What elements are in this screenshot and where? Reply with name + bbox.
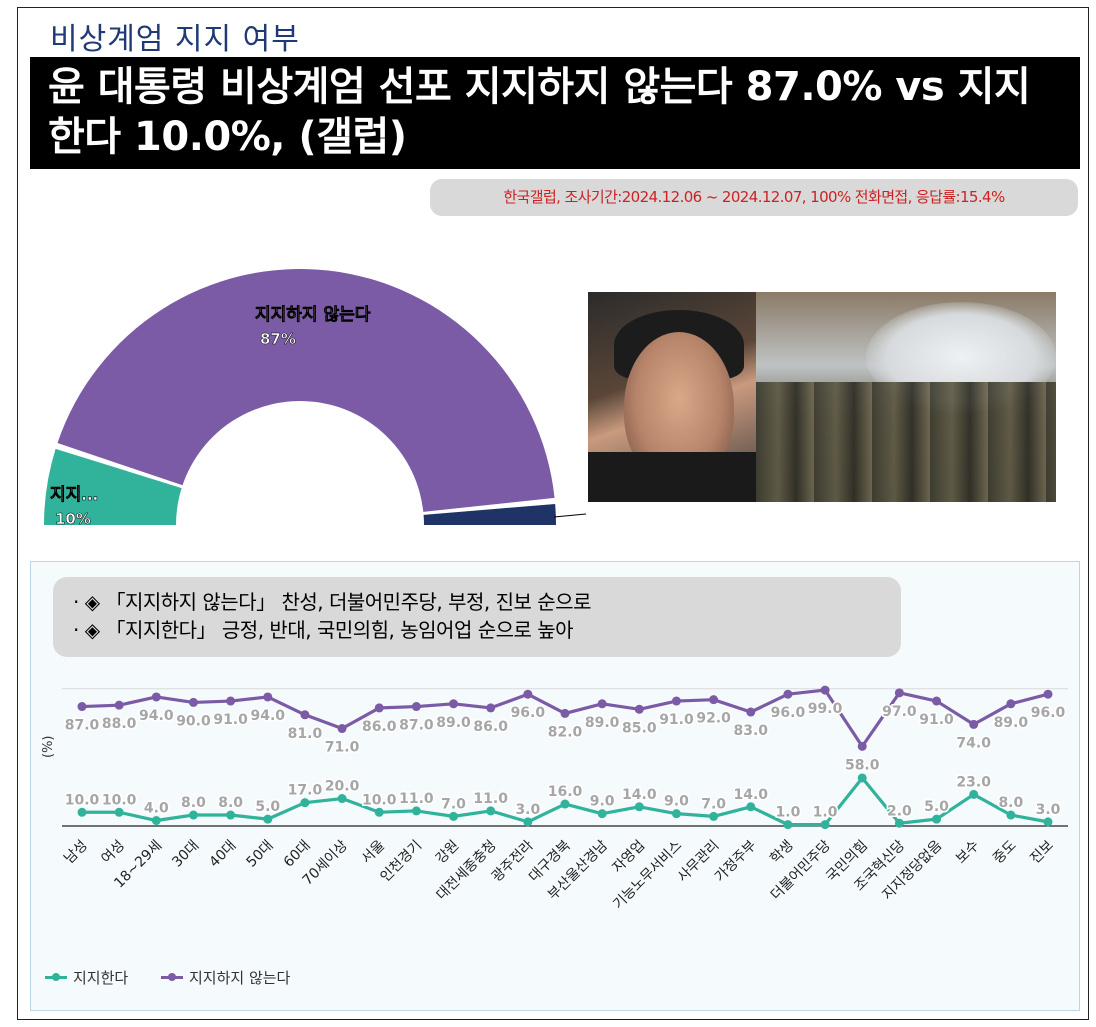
legend-swatch-support [45, 973, 67, 981]
note-line-1: · ◈ 「지지하지 않는다」 찬성, 더불어민주당, 부정, 진보 순으로 [73, 590, 591, 614]
legend-label-oppose: 지지하지 않는다 [188, 969, 291, 987]
donut-label-0: 지지… [50, 485, 98, 505]
donut-leader-line [553, 513, 587, 518]
page-frame [17, 7, 1089, 1020]
donut-slice-1 [57, 269, 555, 512]
legend-swatch-oppose [160, 973, 183, 981]
president-photo [588, 292, 756, 502]
note-line-2: · ◈ 「지지한다」 긍정, 반대, 국민의힘, 농임어업 순으로 높아 [73, 618, 574, 642]
donut-slice-0 [44, 448, 182, 525]
chart-legend: 지지한다 지지하지 않는다 [45, 965, 318, 988]
donut-value-label-0: 10% [55, 510, 91, 528]
donut-slice-2 [423, 503, 556, 525]
news-photo [588, 292, 1056, 502]
legend-item-support: 지지한다 [45, 967, 128, 988]
donut-label-1: 지지하지 않는다 [255, 305, 371, 325]
legend-label-support: 지지한다 [73, 969, 129, 987]
half-donut-chart: 지지… 10% 지지하지 않는다 87% [44, 269, 587, 528]
note-box: · ◈ 「지지하지 않는다」 찬성, 더불어민주당, 부정, 진보 순으로 · … [53, 577, 901, 657]
legend-item-oppose: 지지하지 않는다 [160, 967, 291, 988]
troops-photo [756, 292, 1056, 502]
survey-source: 한국갤럽, 조사기간:2024.12.06 ~ 2024.12.07, 100%… [430, 179, 1078, 216]
headline: 윤 대통령 비상계엄 선포 지지하지 않는다 87.0% vs 지지한다 10.… [30, 57, 1080, 169]
section-title: 비상계엄 지지 여부 [50, 22, 300, 57]
donut-value-label-1: 87% [260, 330, 296, 348]
